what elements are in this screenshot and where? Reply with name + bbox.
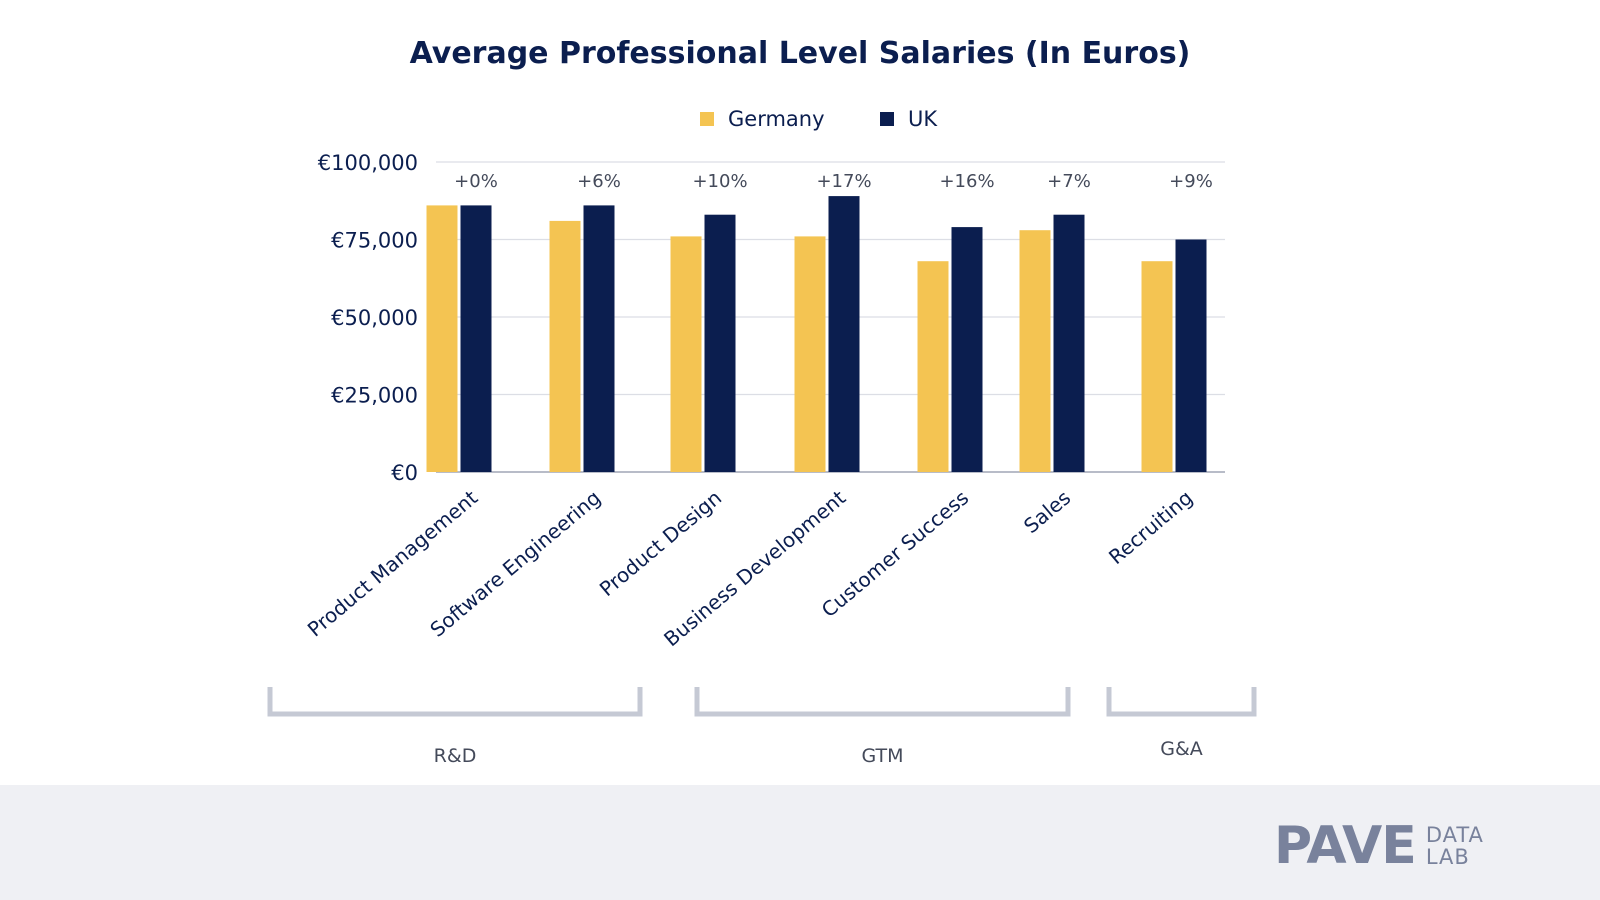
chart-legend: Germany UK [700,107,938,131]
bar-uk [583,205,615,472]
bar-percent-label: +17% [816,171,871,192]
bar-uk [951,227,983,472]
salary-bar-chart: Average Professional Level Salaries (In … [267,36,1257,767]
chart-title: Average Professional Level Salaries (In … [410,36,1191,71]
bar-uk [1053,214,1085,472]
bar-germany [794,236,826,472]
pave-data-lab-logo: PAVE DATA LAB [1274,818,1484,874]
bar-germany [917,261,949,472]
bar-uk [1175,239,1207,472]
chart-bars [426,196,1207,472]
bar-percent-labels: +0% +6% +10% +17% +16% +7% +9% [454,171,1213,192]
brand-sub-line2: LAB [1425,845,1470,869]
legend-label-uk: UK [908,107,938,131]
group-bracket [267,687,643,717]
y-tick-label: €0 [391,461,418,485]
bar-percent-label: +7% [1047,171,1091,192]
x-tick-label: Recruiting [1104,485,1197,569]
y-tick-label: €75,000 [331,229,418,253]
bar-uk [828,196,860,472]
legend-swatch-uk [880,112,894,126]
legend-label-germany: Germany [728,107,825,131]
y-tick-label: €25,000 [331,384,418,408]
x-tick-label: Product Design [595,485,726,601]
brand-name: PAVE [1274,816,1417,876]
bar-percent-label: +6% [577,171,621,192]
bar-percent-label: +0% [454,171,498,192]
group-label: R&D [434,745,477,767]
group-bracket [694,687,1071,717]
y-tick-label: €50,000 [331,306,418,330]
y-tick-label: €100,000 [318,151,418,175]
x-tick-label: Sales [1019,485,1075,538]
brand-sub-line1: DATA [1425,822,1484,847]
bar-germany [670,236,702,472]
group-label: G&A [1160,738,1203,760]
bar-uk [460,205,492,472]
footer-band [0,785,1600,900]
bar-percent-label: +9% [1169,171,1213,192]
category-group-brackets: R&D GTM G&A [267,687,1257,767]
legend-swatch-germany [700,112,714,126]
bar-germany [1019,230,1051,472]
brand-subtitle: DATA LAB [1426,824,1484,868]
bar-percent-label: +16% [939,171,994,192]
bar-germany [426,205,458,472]
y-axis-tick-labels: €0 €25,000 €50,000 €75,000 €100,000 [318,151,418,485]
bar-percent-label: +10% [692,171,747,192]
group-label: GTM [861,745,903,767]
group-bracket [1106,687,1257,717]
bar-germany [549,220,581,472]
bar-uk [704,214,736,472]
bar-germany [1141,261,1173,472]
